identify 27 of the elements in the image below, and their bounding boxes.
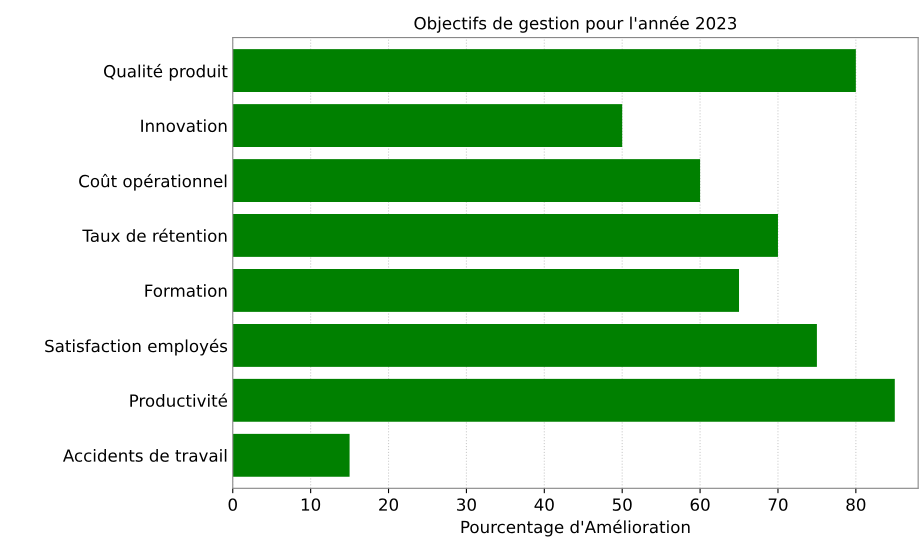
bar (232, 159, 700, 202)
bar (232, 378, 895, 422)
bar (232, 268, 740, 312)
y-tick-label: Taux de rétention (82, 228, 226, 242)
x-tick-label: 10 (302, 498, 320, 511)
x-tick-label: 20 (379, 498, 398, 511)
x-tick-label: 80 (846, 498, 866, 511)
x-tick-label: 0 (228, 498, 237, 511)
x-tick-label: 60 (690, 498, 710, 511)
x-tick-label: 30 (457, 498, 476, 511)
bar (232, 434, 350, 477)
y-tick-label: Accidents de travail (62, 448, 226, 462)
x-tick-label: 40 (534, 498, 554, 511)
y-tick-label: Formation (145, 284, 226, 297)
x-tick-label: 50 (612, 498, 632, 511)
y-tick-label: Innovation (141, 119, 226, 132)
bar (232, 214, 778, 257)
x-tick-label: 70 (768, 498, 788, 511)
bar (232, 324, 817, 367)
y-tick-label: Coût opérationnel (79, 174, 226, 191)
y-tick-label: Productivité (130, 393, 228, 407)
chart-title: Objectifs de gestion pour l'année 2023 (414, 16, 736, 33)
y-tick-label: Qualité produit (104, 64, 228, 81)
bar (232, 49, 856, 92)
y-tick-label: Satisfaction employés (45, 338, 228, 356)
bar (232, 104, 622, 147)
x-axis-title: Pourcentage d'Amélioration (462, 520, 690, 537)
